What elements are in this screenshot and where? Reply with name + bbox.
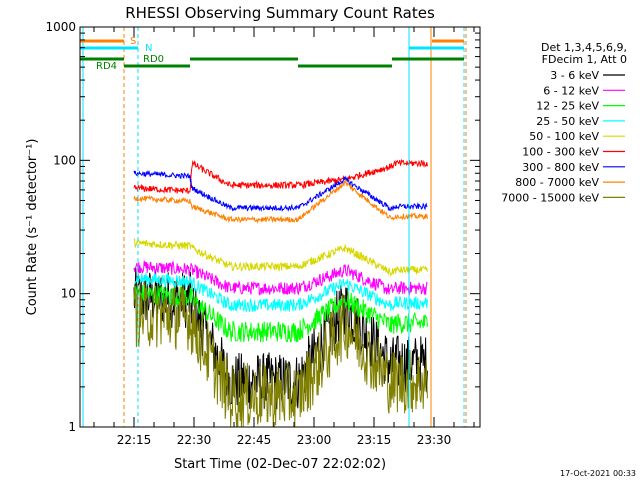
legend-label: 6 - 12 keV	[543, 84, 599, 97]
series-line	[133, 180, 428, 224]
x-tick-label: 23:30	[417, 433, 452, 447]
y-axis-label: Count Rate (s⁻¹ detector⁻¹)	[25, 139, 40, 316]
x-tick-label: 23:15	[357, 433, 392, 447]
x-axis-label: Start Time (02-Dec-07 22:02:02)	[174, 457, 386, 472]
series-line	[133, 272, 428, 312]
legend-label: 3 - 6 keV	[550, 69, 599, 82]
legend-label: 100 - 300 keV	[522, 146, 599, 159]
legend-label: 25 - 50 keV	[536, 115, 599, 128]
chart-title: RHESSI Observing Summary Count Rates	[125, 4, 435, 22]
x-tick-label: 22:15	[117, 433, 152, 447]
flag-label: RD4	[96, 61, 117, 72]
x-tick-label: 22:30	[177, 433, 212, 447]
flag-label: RD0	[143, 54, 164, 65]
series-line	[133, 237, 428, 278]
legend-header: Det 1,3,4,5,6,9,	[541, 41, 627, 54]
legend-label: 800 - 7000 keV	[515, 176, 599, 189]
y-tick-label: 1000	[45, 20, 76, 34]
series-line	[133, 158, 428, 194]
plot-frame	[79, 26, 481, 428]
series-line	[133, 282, 428, 428]
series-line	[133, 169, 428, 212]
series-line	[133, 260, 428, 296]
legend-header: FDecim 1, Att 0	[542, 53, 627, 66]
legend-label: 300 - 800 keV	[522, 161, 599, 174]
y-tick-label: 10	[61, 287, 76, 301]
series-line	[133, 284, 428, 343]
legend-label: 50 - 100 keV	[529, 130, 599, 143]
y-tick-label: 1	[68, 420, 76, 434]
x-tick-label: 23:00	[297, 433, 332, 447]
legend: Det 1,3,4,5,6,9,FDecim 1, Att 0 3 - 6 keV…	[501, 41, 627, 204]
y-tick-label: 100	[53, 153, 76, 167]
footer-date: 17-Oct-2021 00:33	[560, 469, 636, 478]
legend-label: 12 - 25 keV	[536, 100, 599, 113]
flag-label: N	[145, 43, 152, 54]
legend-label: 7000 - 15000 keV	[501, 191, 599, 204]
x-tick-label: 22:45	[237, 433, 272, 447]
flag-label: S	[130, 36, 136, 47]
